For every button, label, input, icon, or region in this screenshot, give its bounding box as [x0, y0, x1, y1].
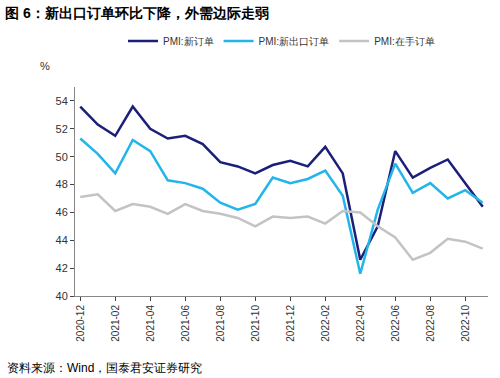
svg-text:PMI:在手订单: PMI:在手订单 [374, 36, 435, 47]
svg-text:2022-10: 2022-10 [460, 305, 471, 342]
svg-text:50: 50 [56, 151, 68, 163]
svg-text:2021-06: 2021-06 [180, 305, 191, 342]
svg-text:44: 44 [56, 234, 68, 246]
svg-text:2021-04: 2021-04 [145, 305, 156, 342]
svg-text:2021-10: 2021-10 [250, 305, 261, 342]
svg-text:2022-06: 2022-06 [390, 305, 401, 342]
svg-text:%: % [40, 60, 50, 72]
svg-text:2022-02: 2022-02 [320, 305, 331, 342]
svg-text:2021-08: 2021-08 [215, 305, 226, 342]
svg-text:42: 42 [56, 262, 68, 274]
svg-text:2021-12: 2021-12 [285, 305, 296, 342]
svg-text:2022-08: 2022-08 [425, 305, 436, 342]
svg-text:2021-02: 2021-02 [110, 305, 121, 342]
svg-text:54: 54 [56, 95, 68, 107]
svg-text:PMI:新出口订单: PMI:新出口订单 [259, 36, 330, 47]
svg-text:资料来源：Wind，国泰君安证券研究: 资料来源：Wind，国泰君安证券研究 [7, 361, 202, 375]
svg-text:46: 46 [56, 206, 68, 218]
svg-text:图 6：新出口订单环比下降，外需边际走弱: 图 6：新出口订单环比下降，外需边际走弱 [5, 5, 269, 21]
svg-text:48: 48 [56, 178, 68, 190]
svg-text:2022-04: 2022-04 [355, 305, 366, 342]
svg-text:52: 52 [56, 123, 68, 135]
svg-text:PMI:新订单: PMI:新订单 [163, 36, 214, 47]
svg-text:40: 40 [56, 290, 68, 302]
svg-text:2020-12: 2020-12 [75, 305, 86, 342]
